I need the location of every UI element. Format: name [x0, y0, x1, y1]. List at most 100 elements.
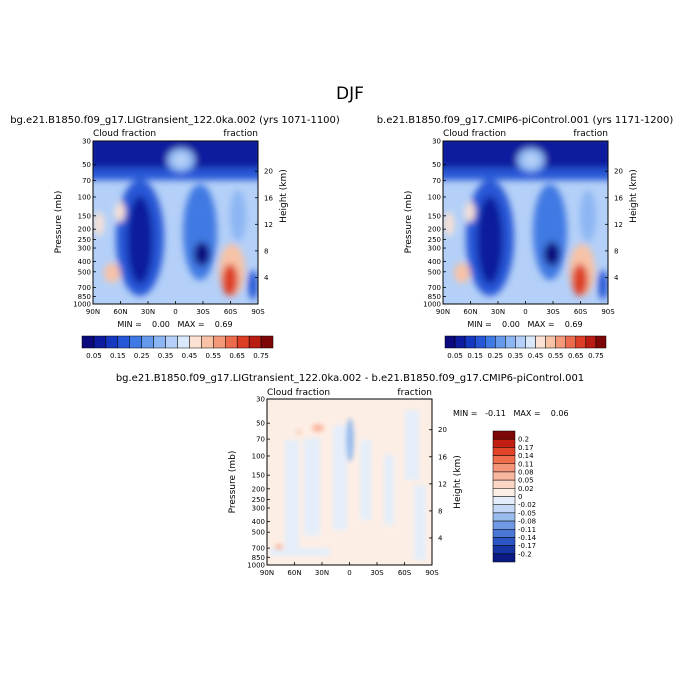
height-tick-label: 4: [438, 534, 443, 542]
negative-anomaly: [333, 425, 347, 530]
x-tick-label: 60S: [224, 308, 238, 316]
height-axis-label: Height (km): [629, 169, 639, 223]
heatmap-field: [443, 141, 608, 304]
tropical-upper-cloud: [173, 153, 189, 167]
colorbar-swatch: [492, 504, 516, 514]
x-tick-label: 90S: [601, 308, 615, 316]
colorbar: 0.05 0.15 0.25 0.35 0.45 0.55 0.65 0.75: [444, 335, 607, 360]
colorbar-swatch: [492, 471, 516, 481]
pressure-axis-label: Pressure (mb): [228, 451, 238, 514]
colorbar-swatch: [515, 335, 526, 349]
antarctic-low-cloud: [248, 270, 258, 300]
x-tick-label: 30N: [141, 308, 155, 316]
polar-cloud-north: [94, 212, 104, 236]
colorbar-label: 0.75: [588, 352, 604, 360]
colorbar-label: 0: [518, 493, 522, 501]
colorbar-swatch: [248, 335, 262, 349]
colorbar-label: 0.75: [253, 352, 269, 360]
colorbar-swatch: [525, 335, 536, 349]
colorbar-label: 0.15: [467, 352, 483, 360]
x-tick-label: 0: [523, 308, 527, 316]
pressure-tick-label: 500: [252, 529, 265, 537]
upper-atmosphere-low-cloud: [443, 168, 608, 180]
pressure-tick-label: 150: [252, 472, 265, 480]
x-tick-label: 60S: [574, 308, 588, 316]
negative-anomaly: [285, 440, 299, 555]
x-axis: 90N 60N 30N 0 30S 60S 90S: [86, 301, 265, 316]
positive-anomaly: [295, 429, 303, 435]
colorbar-swatch: [81, 335, 95, 349]
pressure-tick-label: 70: [256, 436, 265, 444]
subtropical-clear-zone-north: [477, 196, 503, 284]
pressure-tick-label: 200: [252, 485, 265, 493]
height-tick-label: 20: [438, 426, 447, 434]
height-axis-label: Height (km): [453, 455, 463, 509]
pressure-tick-label: 30: [82, 138, 91, 146]
units-label: fraction: [223, 129, 258, 139]
x-tick-label: 60N: [463, 308, 477, 316]
colorbar-label: 0.05: [86, 352, 102, 360]
height-tick-label: 12: [614, 221, 623, 229]
pressure-tick-label: 1000: [73, 301, 91, 309]
colorbar-swatch: [565, 335, 577, 349]
colorbar-swatch: [236, 335, 250, 349]
colorbar-label: 0.35: [508, 352, 524, 360]
colorbar-swatch: [492, 512, 516, 522]
heatmap-field: [267, 399, 432, 565]
colorbar: 0.05 0.15 0.25 0.35 0.45 0.55 0.65 0.75: [81, 335, 274, 360]
pressure-tick-label: 300: [78, 245, 91, 253]
colorbar-swatch: [93, 335, 107, 349]
x-tick-label: 30N: [315, 569, 329, 577]
height-tick-label: 8: [614, 247, 618, 255]
height-axis: 20 16 12 8 4: [255, 168, 273, 282]
pressure-tick-label: 50: [432, 161, 441, 169]
positive-anomaly: [312, 424, 324, 432]
pressure-tick-label: 30: [256, 396, 265, 404]
x-tick-label: 60N: [287, 569, 301, 577]
colorbar-label: 0.65: [568, 352, 584, 360]
colorbar-swatch: [485, 335, 496, 349]
midlatitude-cloud-north: [465, 202, 475, 222]
pressure-tick-label: 1000: [247, 562, 265, 570]
cloud-fraction-label: Cloud fraction: [443, 129, 506, 139]
negative-anomaly: [360, 440, 371, 520]
colorbar-swatch: [454, 335, 466, 349]
colorbar-swatch: [585, 335, 597, 349]
height-tick-label: 20: [264, 168, 273, 176]
x-tick-label: 30S: [546, 308, 560, 316]
colorbar-label: 0.05: [518, 477, 534, 485]
x-tick-label: 90N: [436, 308, 450, 316]
colorbar-swatch: [492, 438, 516, 448]
height-tick-label: 4: [614, 274, 619, 282]
colorbar: 0.20.170.140.110.080.050.020-0.02-0.05-0…: [492, 430, 537, 563]
negative-anomaly: [414, 485, 426, 560]
figure-title: DJF: [336, 84, 364, 104]
colorbar-swatch: [129, 335, 142, 349]
pressure-tick-label: 50: [82, 161, 91, 169]
positive-anomaly: [275, 544, 283, 550]
pressure-tick-label: 850: [252, 554, 265, 562]
colorbar-label: 0.05: [447, 352, 463, 360]
x-tick-label: 90N: [260, 569, 274, 577]
colorbar-swatch: [117, 335, 130, 349]
pressure-tick-label: 250: [428, 236, 441, 244]
colorbar-swatch: [492, 479, 516, 489]
colorbar-label: 0.45: [182, 352, 198, 360]
pressure-tick-label: 30: [432, 138, 441, 146]
pressure-tick-label: 50: [256, 420, 265, 428]
colorbar-swatch: [492, 545, 516, 555]
colorbar-swatch: [464, 335, 476, 349]
pressure-tick-label: 300: [428, 245, 441, 253]
colorbar-swatch: [492, 520, 516, 530]
colorbar-label: 0.25: [134, 352, 150, 360]
colorbar-swatch: [492, 463, 516, 473]
colorbar-swatch: [545, 335, 556, 349]
colorbar-swatch: [213, 335, 226, 349]
colorbar-label: -0.02: [518, 501, 536, 509]
tropical-upper-cloud: [523, 153, 539, 167]
pressure-tick-label: 200: [78, 226, 91, 234]
storm-track-cloud: [230, 190, 246, 242]
